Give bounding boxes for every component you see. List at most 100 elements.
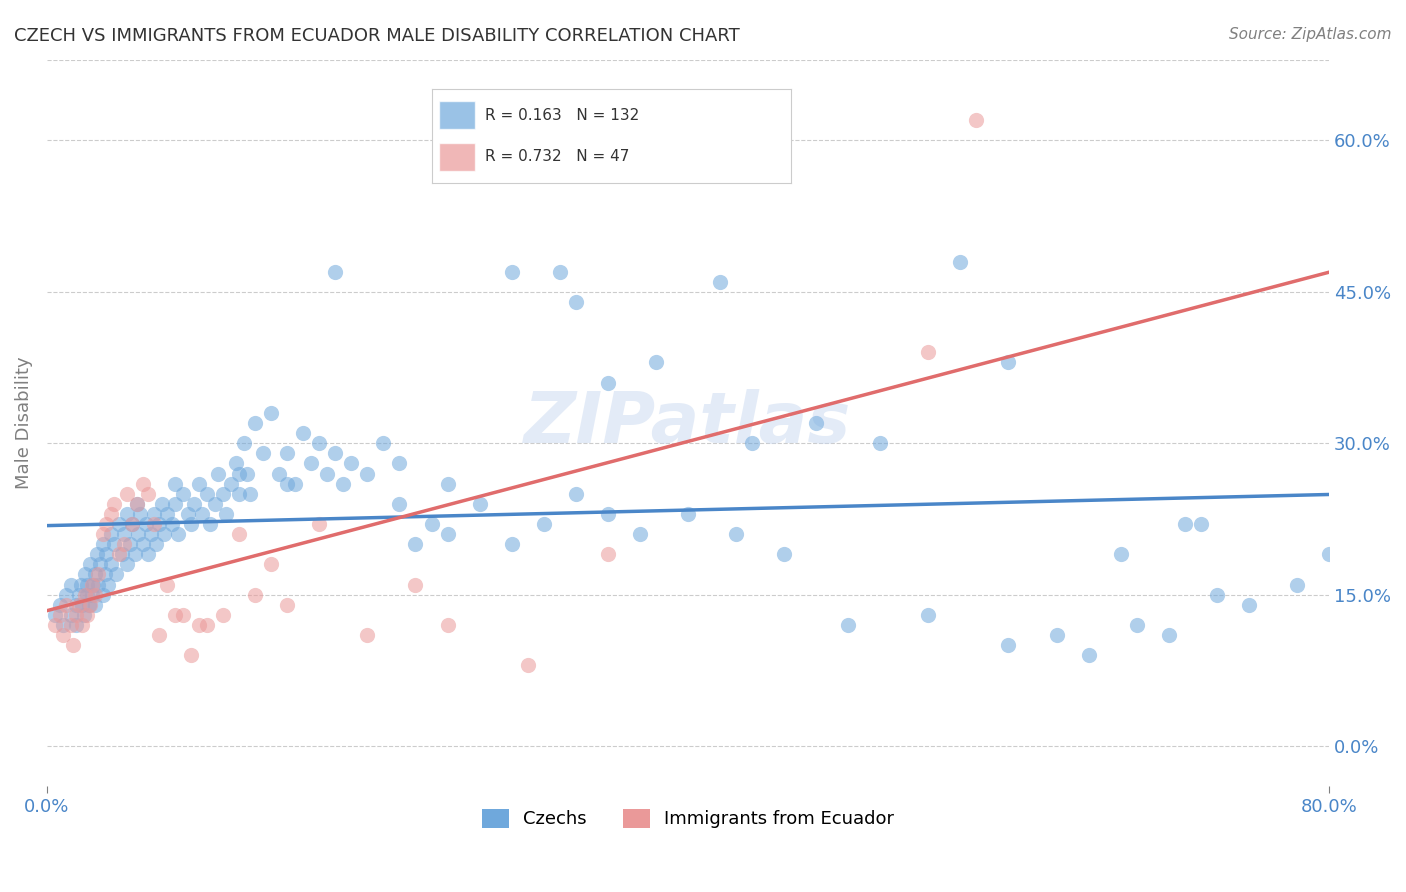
- Point: [125, 497, 148, 511]
- Point: [195, 486, 218, 500]
- Point: [219, 476, 242, 491]
- Point: [103, 537, 125, 551]
- Point: [997, 638, 1019, 652]
- Point: [1157, 628, 1180, 642]
- Point: [340, 457, 363, 471]
- Point: [69, 577, 91, 591]
- Point: [215, 507, 238, 521]
- Point: [724, 527, 747, 541]
- Point: [644, 355, 666, 369]
- Point: [76, 607, 98, 622]
- Point: [299, 457, 322, 471]
- Point: [276, 598, 298, 612]
- Point: [284, 476, 307, 491]
- Point: [1174, 516, 1197, 531]
- Point: [436, 476, 458, 491]
- Point: [86, 547, 108, 561]
- Point: [65, 598, 87, 612]
- Point: [709, 275, 731, 289]
- Point: [156, 577, 179, 591]
- Point: [80, 588, 103, 602]
- Point: [239, 486, 262, 500]
- Point: [325, 446, 347, 460]
- Point: [172, 607, 194, 622]
- Point: [76, 588, 98, 602]
- Point: [59, 607, 82, 622]
- Point: [93, 567, 115, 582]
- Point: [76, 577, 98, 591]
- Point: [75, 567, 97, 582]
- Point: [52, 618, 75, 632]
- Point: [200, 516, 222, 531]
- Point: [59, 618, 82, 632]
- Point: [79, 558, 101, 572]
- Point: [108, 547, 131, 561]
- Point: [115, 486, 138, 500]
- Point: [356, 628, 378, 642]
- Point: [804, 416, 827, 430]
- Point: [260, 406, 283, 420]
- Point: [949, 254, 972, 268]
- Point: [103, 497, 125, 511]
- Point: [127, 527, 149, 541]
- Y-axis label: Male Disability: Male Disability: [15, 357, 32, 490]
- Point: [143, 516, 166, 531]
- Point: [84, 567, 107, 582]
- Point: [405, 577, 427, 591]
- Point: [245, 416, 267, 430]
- Point: [1125, 618, 1147, 632]
- Point: [501, 537, 523, 551]
- Point: [1205, 588, 1227, 602]
- Point: [165, 497, 187, 511]
- Point: [153, 527, 176, 541]
- Point: [91, 527, 114, 541]
- Point: [128, 507, 150, 521]
- Point: [436, 527, 458, 541]
- Point: [145, 537, 167, 551]
- Point: [177, 507, 200, 521]
- Point: [80, 577, 103, 591]
- Point: [965, 113, 987, 128]
- Point: [225, 457, 247, 471]
- Point: [180, 516, 202, 531]
- Point: [516, 658, 538, 673]
- Point: [269, 467, 291, 481]
- Point: [108, 516, 131, 531]
- Point: [84, 588, 107, 602]
- Point: [135, 516, 157, 531]
- Legend: Czechs, Immigrants from Ecuador: Czechs, Immigrants from Ecuador: [474, 802, 901, 836]
- Point: [148, 628, 170, 642]
- Point: [89, 558, 111, 572]
- Point: [245, 588, 267, 602]
- Point: [91, 537, 114, 551]
- Point: [1109, 547, 1132, 561]
- Point: [548, 264, 571, 278]
- Point: [165, 607, 187, 622]
- Point: [292, 426, 315, 441]
- Point: [124, 547, 146, 561]
- Point: [388, 497, 411, 511]
- Text: Source: ZipAtlas.com: Source: ZipAtlas.com: [1229, 27, 1392, 42]
- Point: [165, 476, 187, 491]
- Point: [112, 527, 135, 541]
- Point: [100, 558, 122, 572]
- Point: [77, 598, 100, 612]
- Point: [70, 598, 93, 612]
- Point: [420, 516, 443, 531]
- Point: [308, 516, 330, 531]
- Point: [132, 476, 155, 491]
- Point: [869, 436, 891, 450]
- Point: [139, 527, 162, 541]
- Point: [136, 486, 159, 500]
- Point: [67, 588, 90, 602]
- Point: [405, 537, 427, 551]
- Point: [212, 486, 235, 500]
- Point: [65, 618, 87, 632]
- Point: [87, 567, 110, 582]
- Point: [73, 607, 96, 622]
- Point: [112, 537, 135, 551]
- Point: [596, 507, 619, 521]
- Point: [917, 607, 939, 622]
- Point: [87, 577, 110, 591]
- Point: [52, 628, 75, 642]
